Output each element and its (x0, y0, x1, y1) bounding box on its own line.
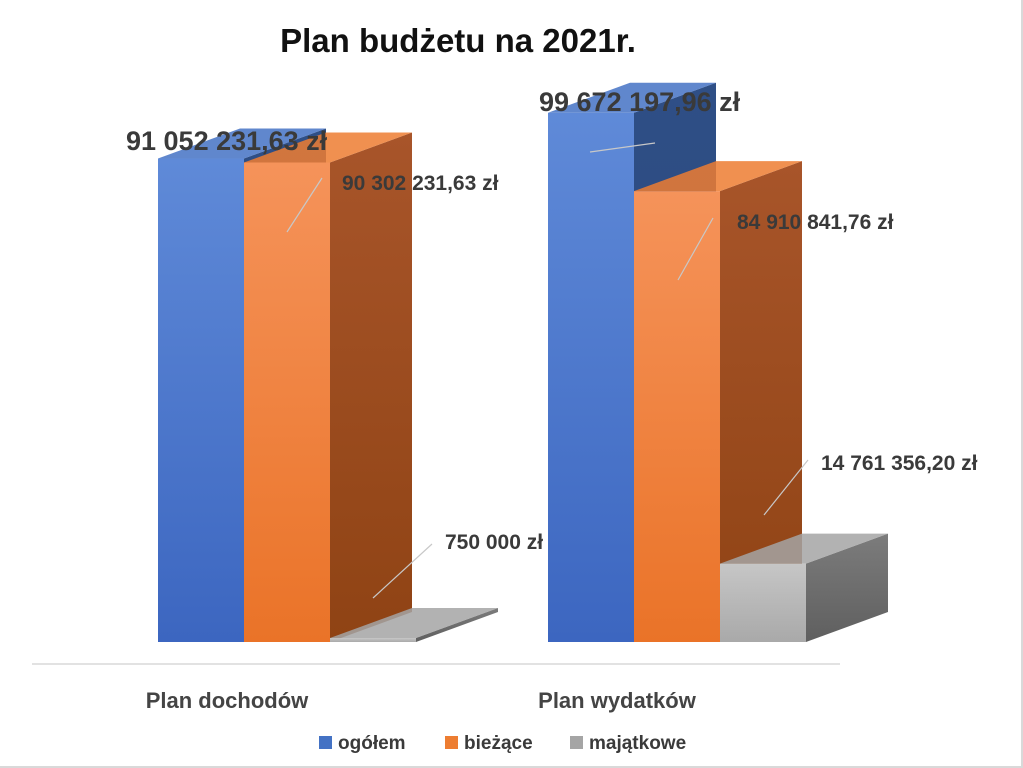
bar-front (244, 162, 330, 642)
bar-side (806, 533, 888, 642)
leader-line (372, 543, 433, 599)
category-label: Plan dochodów (146, 688, 309, 713)
legend-item: bieżące (445, 733, 533, 754)
leader-line (677, 217, 714, 281)
bar (720, 533, 888, 642)
category-label: Plan wydatków (538, 688, 697, 713)
legend-swatch (570, 736, 583, 749)
bar-front (720, 563, 806, 642)
bar-front (548, 112, 634, 643)
legend-swatch (445, 736, 458, 749)
bar-top (244, 132, 412, 163)
bar-top (330, 608, 498, 639)
bar-top (158, 128, 326, 159)
legend-label: bieżące (464, 733, 533, 754)
leader-line (589, 142, 656, 153)
bar-front (330, 638, 416, 642)
data-label: 14 761 356,20 zł (821, 452, 978, 475)
bar-top (720, 533, 888, 564)
legend: ogółem bieżące majątkowe (319, 733, 686, 754)
data-label: 99 672 197,96 zł (539, 87, 741, 117)
bar (330, 608, 498, 642)
bar (634, 161, 802, 643)
bar-top (548, 82, 716, 113)
legend-item: ogółem (319, 733, 406, 754)
bar-front (634, 191, 720, 643)
legend-item: majątkowe (570, 733, 686, 754)
legend-label: ogółem (338, 733, 406, 754)
data-labels-group: 91 052 231,63 zł 90 302 231,63 zł 750 000 … (126, 87, 978, 599)
bar-front (158, 158, 244, 643)
data-label: 84 910 841,76 zł (737, 211, 894, 234)
bar-side (416, 608, 498, 642)
bar-top (634, 161, 802, 192)
legend-swatch (319, 736, 332, 749)
data-label: 90 302 231,63 zł (342, 172, 499, 195)
data-label: 91 052 231,63 zł (126, 126, 328, 156)
bar (244, 132, 412, 642)
chart-title: Plan budżetu na 2021r. (280, 22, 636, 59)
leader-line (763, 459, 809, 516)
bar-side (720, 161, 802, 643)
bars-group (158, 82, 888, 643)
bar-side (330, 132, 412, 642)
leader-line (286, 177, 323, 233)
legend-label: majątkowe (589, 733, 686, 754)
data-label: 750 000 zł (445, 531, 543, 554)
